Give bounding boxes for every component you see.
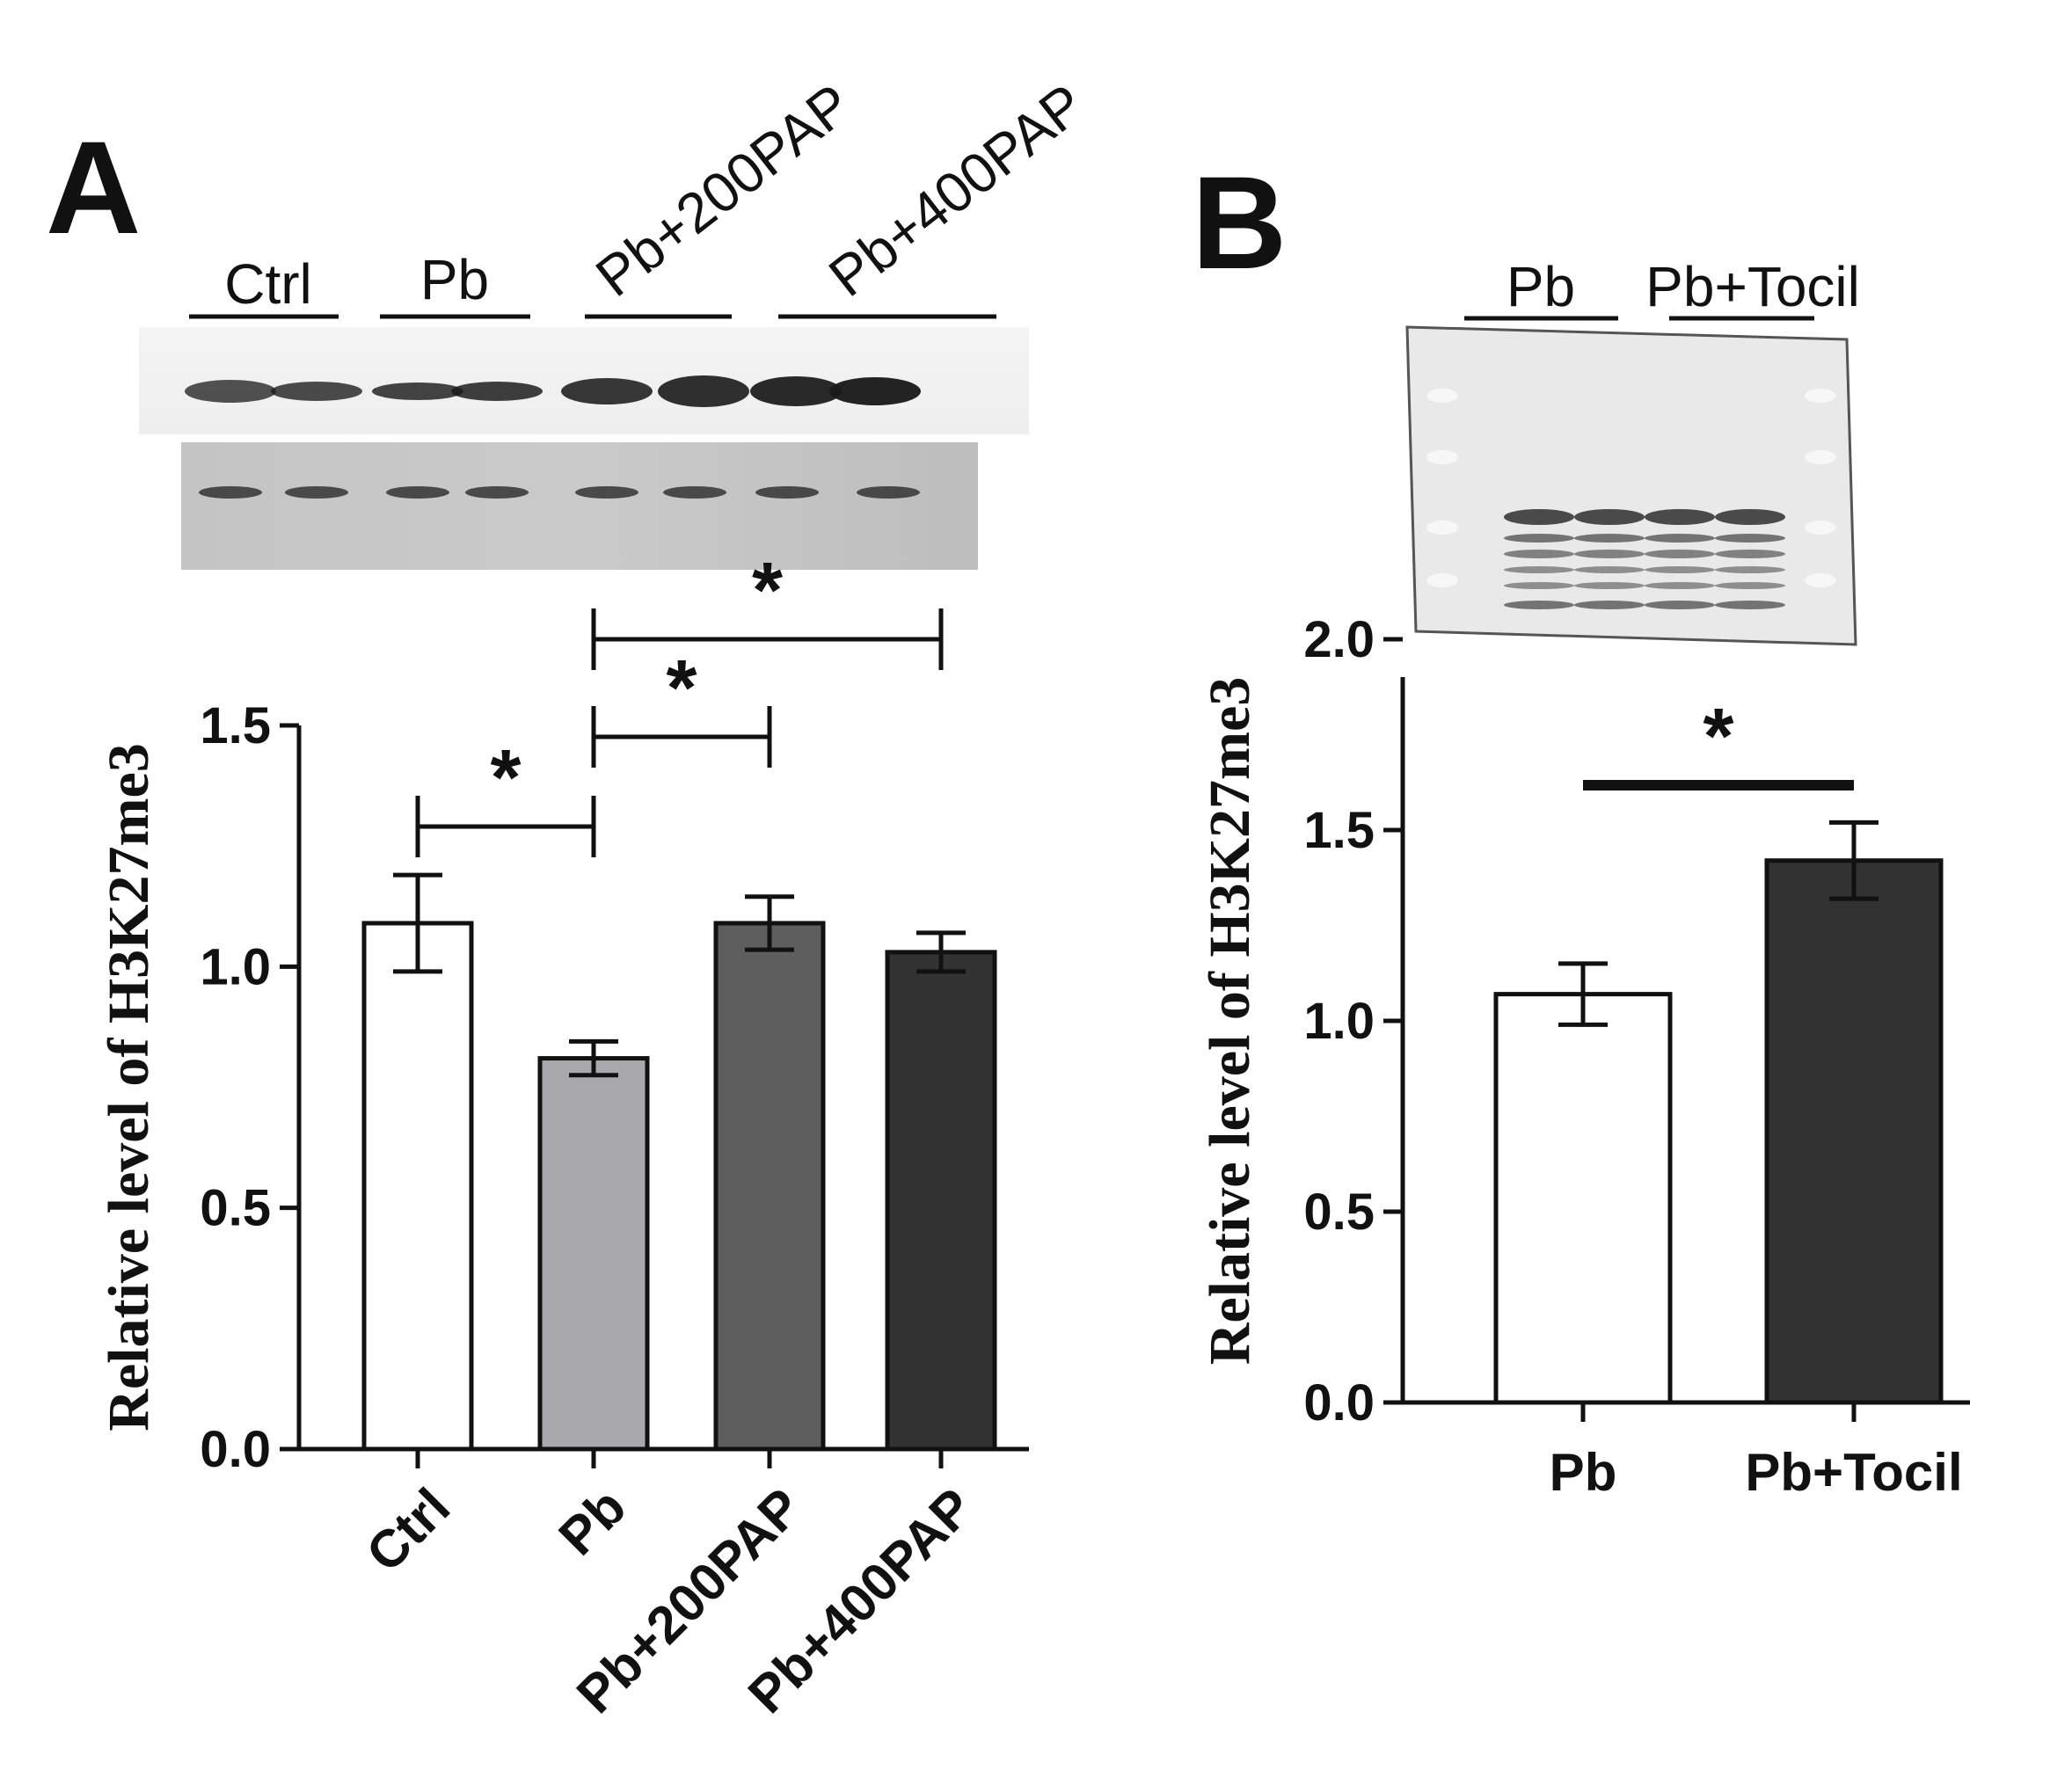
blot-band xyxy=(1574,509,1645,525)
blot-band xyxy=(1504,509,1574,525)
panel-b-blot-lanes: Pb Pb+Tocil xyxy=(1464,255,1860,321)
blot-band xyxy=(185,380,276,403)
sig-star: * xyxy=(1703,693,1733,781)
blot-band xyxy=(1645,582,1715,589)
blot-band xyxy=(285,486,348,499)
marker-band xyxy=(1805,521,1836,535)
blot-band xyxy=(1574,534,1645,543)
blot-band xyxy=(386,486,449,499)
bar xyxy=(713,921,826,1452)
y-tick-label: 0.0 xyxy=(1303,1374,1375,1431)
blot-band xyxy=(451,382,543,401)
blot-band xyxy=(1715,566,1785,573)
bar xyxy=(1493,992,1673,1405)
marker-band xyxy=(1426,573,1458,587)
panel-a-bar-chart: 0.0 0.5 1.0 1.5 Relative level of H3K27me3 Ct… xyxy=(97,547,1029,1724)
y-tick-label: 0.5 xyxy=(200,1180,271,1237)
blot-membrane-lower xyxy=(181,442,978,570)
y-axis-title: Relative level of H3K27me3 xyxy=(97,743,161,1431)
bands-lower xyxy=(199,486,920,499)
sig-star: * xyxy=(490,734,521,822)
sig-star: * xyxy=(752,547,783,635)
x-tick-label: Pb+Tocil xyxy=(1745,1443,1962,1502)
bands-upper xyxy=(185,375,921,407)
marker-band xyxy=(1805,450,1836,464)
bar xyxy=(537,1056,650,1452)
blot-band xyxy=(1715,582,1785,589)
marker-band xyxy=(1426,389,1458,403)
y-tick-label: 1.5 xyxy=(1303,802,1375,859)
blot-band xyxy=(1504,582,1574,589)
blot-band xyxy=(750,376,842,406)
blot-band xyxy=(575,486,638,499)
blot-band xyxy=(199,486,262,499)
panel-b-bar-chart: 0.0 0.5 1.0 1.5 2.0 Relative level of H3K27me… xyxy=(1198,611,1970,1502)
panel-b-letter: B xyxy=(1192,149,1287,296)
y-tick-label: 0.0 xyxy=(200,1421,271,1478)
panel-a-letter: A xyxy=(46,113,141,261)
blot-band xyxy=(1645,509,1715,525)
blot-band xyxy=(1645,550,1715,558)
blot-band xyxy=(271,382,362,401)
y-tick-label: 1.0 xyxy=(200,938,271,995)
blot-band xyxy=(1504,601,1574,609)
blot-band xyxy=(1715,550,1785,558)
panel-b-western-blot xyxy=(1405,325,1857,646)
blot-band xyxy=(1715,534,1785,543)
marker-band xyxy=(1805,389,1836,403)
panel-a-western-blot xyxy=(139,327,1029,570)
blot-band xyxy=(658,375,749,407)
marker-band xyxy=(1426,450,1458,464)
blot-band xyxy=(755,486,819,499)
blot-band xyxy=(1574,566,1645,573)
blot-band xyxy=(1645,601,1715,609)
blot-band xyxy=(561,378,653,404)
blot-band xyxy=(372,382,463,400)
blot-band xyxy=(1504,566,1574,573)
bar xyxy=(1764,858,1944,1405)
bar xyxy=(885,950,997,1452)
marker-band xyxy=(1426,521,1458,535)
blot-band xyxy=(1574,550,1645,558)
lane-label-pb400pap: Pb+400PAP xyxy=(817,71,1096,309)
x-tick-label: Ctrl xyxy=(355,1477,461,1583)
blot-band xyxy=(663,486,726,499)
lane-label-pb: Pb xyxy=(1506,255,1575,318)
bar xyxy=(361,921,474,1452)
y-tick-label: 2.0 xyxy=(1303,611,1375,668)
panel-a-blot-lanes: Ctrl Pb Pb+200PAP Pb+400PAP xyxy=(189,71,1096,319)
blot-band xyxy=(1574,601,1645,609)
y-tick-label: 0.5 xyxy=(1303,1184,1375,1241)
y-tick-label: 1.5 xyxy=(200,697,271,754)
blot-band xyxy=(1504,550,1574,558)
x-tick-label: Pb xyxy=(548,1477,638,1567)
lane-label-pb-tocil: Pb+Tocil xyxy=(1645,255,1860,318)
sig-star: * xyxy=(666,645,697,732)
blot-band xyxy=(1504,534,1574,543)
marker-band xyxy=(1805,573,1836,587)
blot-band xyxy=(1574,582,1645,589)
bands xyxy=(1426,389,1836,609)
lane-label-pb: Pb xyxy=(420,248,489,311)
x-tick-label: Pb xyxy=(1550,1443,1617,1502)
blot-band xyxy=(857,486,920,499)
blot-band xyxy=(1645,534,1715,543)
blot-membrane xyxy=(1405,325,1857,646)
lane-label-pb200pap: Pb+200PAP xyxy=(584,71,863,309)
y-tick-label: 1.0 xyxy=(1303,993,1375,1050)
blot-band xyxy=(1715,601,1785,609)
blot-band xyxy=(1715,509,1785,525)
y-axis-title: Relative level of H3K27me3 xyxy=(1198,677,1262,1366)
blot-band xyxy=(1645,566,1715,573)
blot-band xyxy=(829,377,921,405)
lane-label-ctrl: Ctrl xyxy=(224,252,312,316)
blot-band xyxy=(465,486,529,499)
